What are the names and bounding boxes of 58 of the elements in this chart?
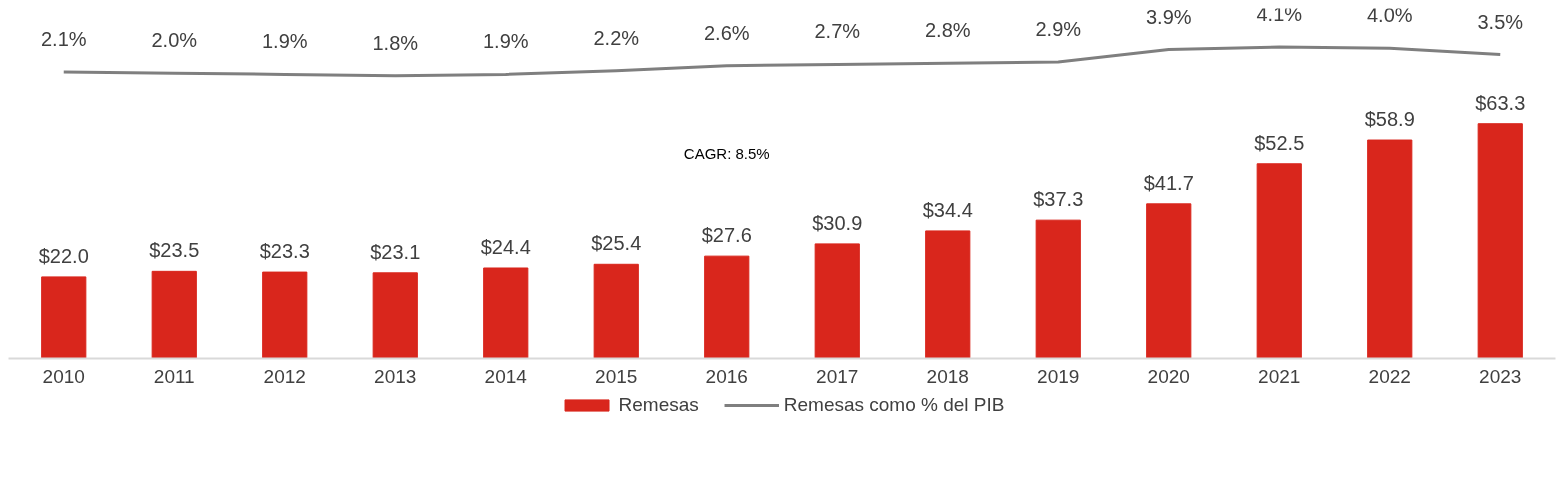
x-tick-label: 2017 xyxy=(816,365,859,387)
data-label: $22.0 xyxy=(38,244,89,267)
data-label: 2.8% xyxy=(924,19,971,42)
bar xyxy=(1367,139,1413,359)
bar xyxy=(151,270,197,359)
bar xyxy=(1146,203,1192,359)
x-tick-label: 2013 xyxy=(374,365,417,387)
data-label: $34.4 xyxy=(922,198,973,221)
legend-label: Remesas como % del PIB xyxy=(783,394,1005,416)
x-tick-label: 2011 xyxy=(153,365,195,387)
data-label: $52.5 xyxy=(1254,131,1305,154)
bar xyxy=(372,272,418,359)
data-label: 3.9% xyxy=(1145,5,1192,28)
data-label: $63.3 xyxy=(1475,91,1526,114)
bar xyxy=(704,255,750,359)
data-label: 2.7% xyxy=(814,20,861,43)
data-label: $23.1 xyxy=(370,240,421,263)
data-label: 1.8% xyxy=(372,31,419,54)
bar xyxy=(593,263,639,359)
bar xyxy=(1477,123,1523,359)
data-label: 2.9% xyxy=(1035,17,1082,40)
x-tick-label: 2023 xyxy=(1479,365,1522,387)
data-label: 2.0% xyxy=(151,29,198,52)
data-label: 3.5% xyxy=(1477,10,1524,33)
bar xyxy=(483,267,529,359)
bar xyxy=(814,243,860,359)
x-tick-label: 2018 xyxy=(926,365,969,387)
x-tick-label: 2021 xyxy=(1258,365,1301,387)
bar xyxy=(925,230,971,359)
bar xyxy=(1256,163,1302,359)
data-label: 2.6% xyxy=(703,21,750,44)
bar xyxy=(1035,219,1081,359)
x-tick-label: 2010 xyxy=(42,365,85,387)
data-label: $37.3 xyxy=(1033,188,1084,211)
data-label: $27.6 xyxy=(701,224,752,247)
x-tick-label: 2022 xyxy=(1368,365,1411,387)
data-label: 1.9% xyxy=(482,30,529,53)
data-label: $41.7 xyxy=(1143,171,1194,194)
data-label: 2.2% xyxy=(593,26,640,49)
bar xyxy=(262,271,308,359)
data-label: $30.9 xyxy=(812,211,863,234)
data-label: $23.5 xyxy=(149,239,200,262)
x-tick-label: 2015 xyxy=(595,365,638,387)
x-tick-label: 2019 xyxy=(1037,365,1080,387)
data-label: 4.0% xyxy=(1366,4,1413,27)
legend-label: Remesas xyxy=(618,394,699,416)
annotation: CAGR: 8.5% xyxy=(683,144,770,162)
bar xyxy=(41,276,87,359)
x-tick-label: 2016 xyxy=(705,365,748,387)
data-label: $24.4 xyxy=(480,236,531,258)
x-tick-label: 2020 xyxy=(1147,365,1190,387)
data-label: $23.3 xyxy=(259,240,310,263)
data-label: 2.1% xyxy=(40,27,87,50)
data-label: 1.9% xyxy=(261,30,308,53)
x-tick-label: 2014 xyxy=(484,365,528,387)
data-label: $58.9 xyxy=(1364,108,1415,131)
data-label: $25.4 xyxy=(591,232,642,255)
x-tick-label: 2012 xyxy=(263,365,306,387)
